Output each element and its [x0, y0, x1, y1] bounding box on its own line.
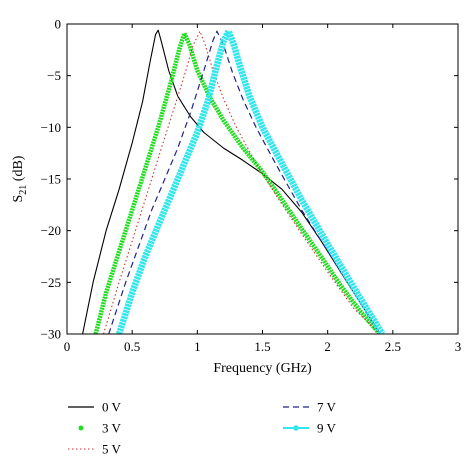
x-tick-label: 2.5	[385, 339, 401, 354]
legend-label: 5 V	[102, 442, 122, 457]
y-tick-label: −30	[41, 327, 61, 342]
curves	[83, 30, 383, 334]
x-tick-label: 0.5	[124, 339, 140, 354]
x-tick-label: 3	[455, 339, 462, 354]
x-tick-label: 0	[64, 339, 71, 354]
axes-layer: 0 0.5 1 1.5 2 2.5 3 0 −5 −10 −15 −20 −25 −30 Frequency…	[11, 17, 461, 377]
x-tick-label: 2	[324, 339, 331, 354]
series-line-0v	[83, 30, 380, 334]
y-tick-label: −10	[41, 120, 61, 135]
x-tick-label: 1.5	[254, 339, 270, 354]
legend-swatch-marker	[293, 425, 299, 431]
legend-item-7v: 7 V	[283, 400, 337, 415]
plot-frame	[67, 24, 458, 334]
series-line-9v	[119, 31, 382, 334]
y-tick-label: 0	[55, 17, 62, 32]
y-axis-label-sub: 21	[18, 185, 29, 195]
legend-label: 0 V	[102, 400, 122, 415]
y-tick-label: −15	[41, 172, 61, 187]
legend: 0 V 3 V 5 V 7 V 9 V	[68, 400, 337, 457]
y-tick-label: −5	[47, 68, 61, 83]
legend-item-5v: 5 V	[68, 442, 122, 457]
legend-label: 7 V	[317, 400, 337, 415]
y-axis-label-unit: (dB)	[11, 155, 26, 185]
y-tick-label: −25	[41, 275, 61, 290]
plot-marks	[83, 30, 383, 334]
legend-swatch-dot	[79, 426, 84, 431]
legend-label: 9 V	[317, 421, 337, 436]
series-line-3v	[96, 33, 380, 334]
y-tick-label: −20	[41, 223, 61, 238]
legend-item-0v: 0 V	[68, 400, 122, 415]
y-axis-label: S21 (dB)	[11, 155, 29, 202]
y-axis-label-main: S	[11, 195, 26, 203]
legend-item-3v: 3 V	[79, 421, 122, 436]
x-tick-label: 1	[194, 339, 201, 354]
x-axis-label: Frequency (GHz)	[213, 361, 312, 376]
legend-item-9v: 9 V	[283, 421, 337, 436]
legend-label: 3 V	[102, 421, 122, 436]
